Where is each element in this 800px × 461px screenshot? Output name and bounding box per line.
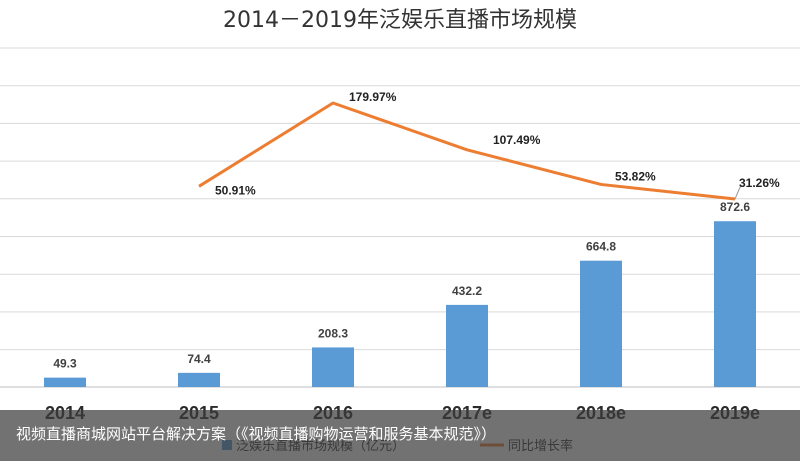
leader-line <box>734 184 742 200</box>
line-data-label: 53.82% <box>615 169 656 183</box>
line-data-label: 31.26% <box>739 176 780 190</box>
bar <box>178 372 220 387</box>
bar-data-label: 208.3 <box>318 326 348 340</box>
chart-title: 2014－2019年泛娱乐直播市场规模 <box>223 8 577 33</box>
line-data-label: 107.49% <box>493 133 541 147</box>
bar-data-label: 74.4 <box>187 352 211 366</box>
growth-line-series <box>198 101 736 201</box>
bar-data-label: 664.8 <box>586 240 616 254</box>
bar-data-label: 872.6 <box>720 200 750 214</box>
bar-series <box>44 221 756 387</box>
gridlines <box>0 47 800 388</box>
bar <box>580 260 622 387</box>
line-data-label: 179.97% <box>349 90 397 104</box>
bar <box>714 221 756 387</box>
bar-data-label: 432.2 <box>452 284 482 298</box>
caption-text: 视频直播商城网站平台解决方案（《视频直播购物运营和服务基本规范》） <box>16 425 497 443</box>
line-data-labels: 50.91% 179.97% 107.49% 53.82% 31.26% <box>215 90 780 200</box>
bar <box>312 347 354 387</box>
bar-data-labels: 49.3 74.4 208.3 432.2 664.8 872.6 <box>53 200 750 370</box>
bar-data-label: 49.3 <box>53 357 77 371</box>
caption-overlay: 视频直播商城网站平台解决方案（《视频直播购物运营和服务基本规范》） <box>0 410 800 461</box>
bar <box>44 377 86 387</box>
growth-line <box>198 101 736 201</box>
line-data-label: 50.91% <box>215 183 256 197</box>
bar <box>446 304 488 387</box>
